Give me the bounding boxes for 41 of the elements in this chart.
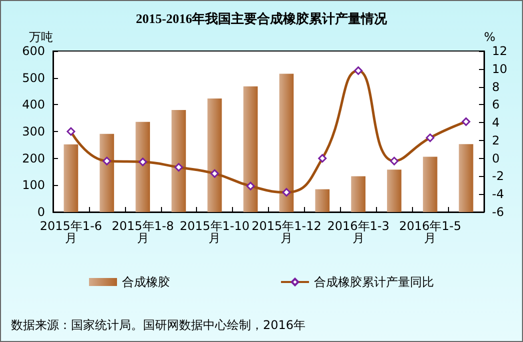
y-axis-title: 万吨 bbox=[29, 30, 53, 44]
y2-tick-label: 6 bbox=[492, 98, 500, 112]
y2-tick-label: 12 bbox=[492, 44, 508, 58]
x-tick-label: 2016年1-3月 bbox=[327, 219, 390, 245]
y2-tick-label: 0 bbox=[492, 151, 500, 166]
y2-tick-label: -6 bbox=[492, 205, 504, 219]
y-tick-label: 0 bbox=[37, 205, 45, 219]
bar bbox=[315, 189, 330, 212]
y-tick-label: 500 bbox=[22, 70, 45, 85]
bar bbox=[387, 170, 402, 212]
y2-tick-label: 2 bbox=[492, 133, 500, 148]
bar bbox=[172, 110, 186, 212]
bar bbox=[458, 144, 474, 212]
y-tick-label: 100 bbox=[22, 178, 45, 192]
y-tick-label: 200 bbox=[22, 151, 45, 166]
y-tick-label: 600 bbox=[22, 44, 45, 58]
bar bbox=[243, 86, 258, 212]
x-tick-label: 2015年1-10月 bbox=[180, 219, 250, 245]
bar bbox=[136, 122, 150, 212]
legend-label: 合成橡胶累计产量同比 bbox=[314, 275, 434, 289]
bar bbox=[279, 74, 294, 212]
bar bbox=[207, 98, 222, 212]
y2-tick-label: 10 bbox=[492, 62, 508, 76]
y2-tick-label: 4 bbox=[492, 116, 500, 130]
source-note: 数据来源：国家统计局。国研网数据中心绘制，2016年 bbox=[11, 318, 306, 332]
bar bbox=[64, 144, 78, 212]
bar bbox=[422, 156, 438, 212]
y-tick-label: 400 bbox=[22, 98, 45, 112]
y2-axis-title: % bbox=[484, 30, 496, 44]
legend-label: 合成橡胶 bbox=[122, 275, 170, 289]
y2-tick-label: -2 bbox=[492, 169, 504, 184]
x-tick-label: 2015年1-12月 bbox=[252, 219, 322, 245]
bar bbox=[351, 176, 366, 212]
x-tick-label: 2016年1-5月 bbox=[399, 219, 462, 245]
x-tick-label: 2015年1-6月 bbox=[40, 219, 102, 245]
bar bbox=[100, 134, 114, 212]
y2-tick-label: -4 bbox=[492, 187, 504, 202]
x-tick-label: 2015年1-8月 bbox=[112, 219, 174, 245]
chart-title: 2015-2016年我国主要合成橡胶累计产量情况 bbox=[136, 11, 388, 26]
y-tick-label: 300 bbox=[22, 124, 45, 138]
y2-tick-label: 8 bbox=[492, 80, 500, 94]
